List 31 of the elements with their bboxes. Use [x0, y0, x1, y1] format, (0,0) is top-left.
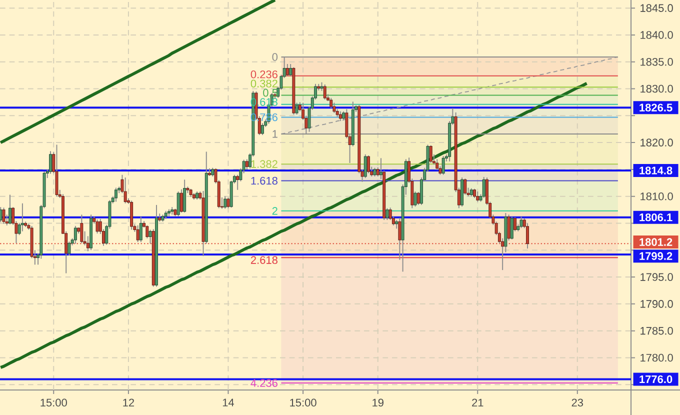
series-label: 1.618 — [251, 176, 278, 185]
x-tick-label: 21 — [472, 398, 484, 406]
y-tick-label: 1785.0 — [640, 326, 673, 335]
y-tick-label: 1780.0 — [640, 354, 673, 362]
series-label: 0.382 — [250, 80, 278, 88]
x-tick-label: 23 — [572, 398, 584, 406]
ref-line-label: 1801.2 — [640, 238, 672, 246]
ref-line-label: 1826.5 — [640, 104, 672, 112]
series-label: 1 — [272, 130, 278, 138]
series-label: 2.618 — [250, 256, 278, 264]
x-tick-label: 14 — [222, 398, 234, 406]
y-tick-label: 1835.0 — [640, 58, 673, 66]
series-label: 0.236 — [250, 70, 278, 78]
y-tick-label: 1830.0 — [640, 84, 673, 93]
x-tick-label: 15:00 — [290, 398, 316, 406]
ref-line-label: 1814.8 — [640, 166, 672, 174]
series-label: 0 — [272, 53, 278, 61]
y-tick-label: 1810.0 — [640, 192, 673, 200]
y-tick-label: 1795.0 — [640, 273, 673, 281]
ref-line-label: 1806.1 — [640, 213, 672, 222]
ref-line-label: 1799.2 — [640, 252, 672, 260]
x-tick-label: 12 — [123, 398, 134, 406]
y-tick-label: 1845.0 — [640, 4, 673, 12]
x-tick-label: 15:00 — [40, 398, 67, 406]
y-tick-label: 1820.0 — [640, 138, 673, 146]
series-label: 2 — [272, 207, 278, 215]
series-label: 4.236 — [250, 379, 278, 387]
y-tick-label: 1790.0 — [640, 300, 673, 308]
y-tick-label: 1840.0 — [640, 31, 673, 39]
ref-line-label: 1776.0 — [640, 375, 672, 384]
x-tick-label: 19 — [372, 398, 384, 406]
